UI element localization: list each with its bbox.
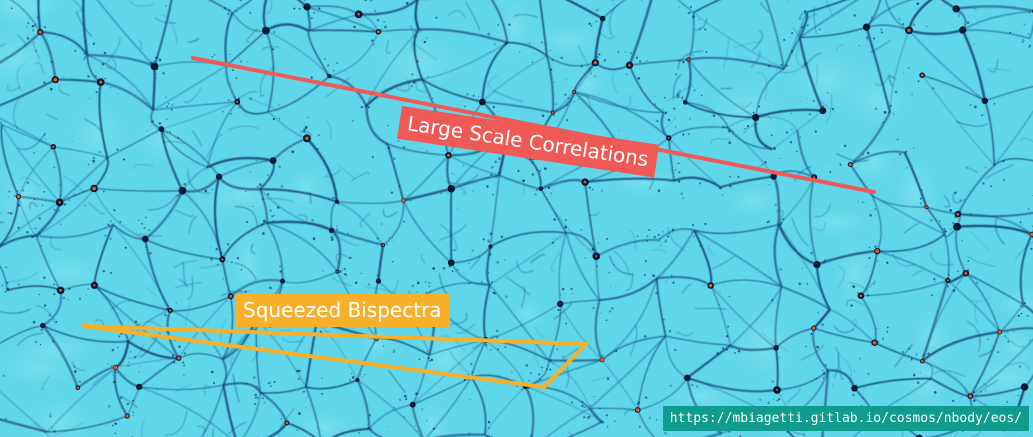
source-url-badge: https://mbiagetti.gitlab.io/cosmos/nbody… bbox=[662, 406, 1029, 431]
squeezed-bispectra-label: Squeezed Bispectra bbox=[235, 294, 450, 327]
